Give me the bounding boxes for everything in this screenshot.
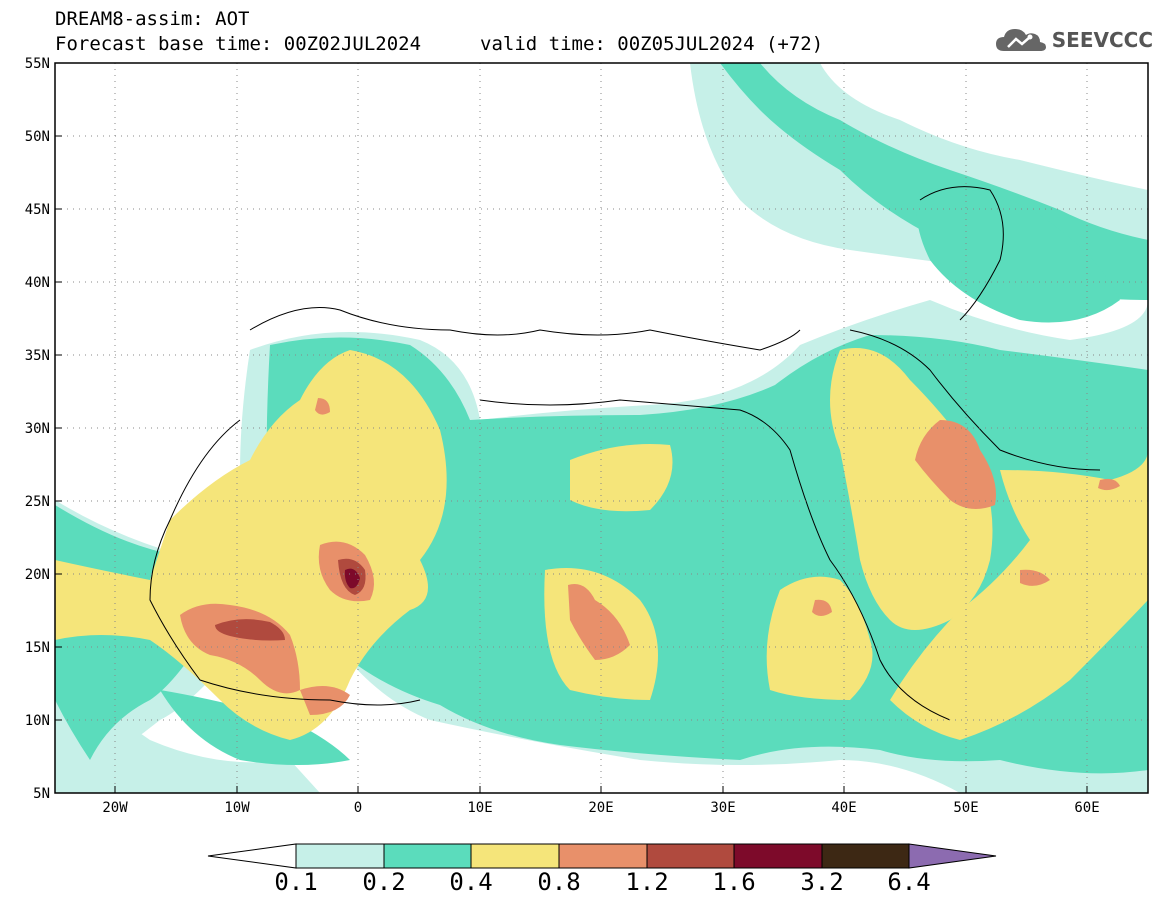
lat-label: 5N [33, 786, 50, 802]
lat-label: 10N [25, 713, 50, 729]
colorbar-segment [383, 843, 472, 869]
coastlines [149, 186, 1101, 721]
lat-label: 45N [25, 202, 50, 218]
aot-level-1.2 [215, 558, 366, 641]
colorbar-segment [821, 843, 910, 869]
lat-label: 15N [25, 640, 50, 656]
graticule [55, 63, 1148, 793]
lat-label: 55N [25, 56, 50, 72]
lon-label: 40E [831, 800, 856, 816]
lat-label: 25N [25, 494, 50, 510]
lat-label: 40N [25, 275, 50, 291]
lon-label: 20W [102, 800, 128, 816]
colorbar [207, 843, 997, 869]
colorbar-segment [470, 843, 560, 869]
colorbar-label: 1.2 [625, 868, 669, 896]
lon-label: 50E [953, 800, 978, 816]
lat-label: 30N [25, 421, 50, 437]
colorbar-segment [733, 843, 823, 869]
lon-label: 0 [354, 800, 362, 816]
aot-field [55, 63, 1148, 793]
colorbar-under-arrow [207, 843, 297, 869]
colorbar-label: 0.1 [274, 868, 318, 896]
lon-label: 30E [710, 800, 735, 816]
cloud-icon [995, 29, 1046, 51]
colorbar-label: 1.6 [712, 868, 756, 896]
colorbar-label: 0.8 [537, 868, 581, 896]
lat-label: 35N [25, 348, 50, 364]
colorbar-label: 0.2 [362, 868, 406, 896]
seevccc-logo: SEEVCCC [994, 22, 1153, 58]
colorbar-label: 0.4 [449, 868, 493, 896]
lon-label: 10W [224, 800, 250, 816]
lat-label: 20N [25, 567, 50, 583]
map-title: DREAM8-assim: AOT [55, 8, 250, 30]
valid-time: valid time: 00Z05JUL2024 (+72) [480, 33, 824, 55]
colorbar-over-arrow [908, 843, 997, 869]
colorbar-label: 3.2 [800, 868, 844, 896]
colorbar-segment [295, 843, 385, 869]
lat-label: 50N [25, 129, 50, 145]
colorbar-segment [646, 843, 735, 869]
axis-ticks [55, 62, 1088, 793]
logo-text: SEEVCCC [1051, 28, 1153, 52]
colorbar-label: 6.4 [887, 868, 931, 896]
forecast-base-time: Forecast base time: 00Z02JUL2024 [55, 33, 422, 55]
colorbar-segment [558, 843, 648, 869]
lon-label: 20E [588, 800, 613, 816]
aot-level-1.6 [344, 568, 360, 589]
lon-label: 60E [1074, 800, 1099, 816]
lon-label: 10E [467, 800, 492, 816]
